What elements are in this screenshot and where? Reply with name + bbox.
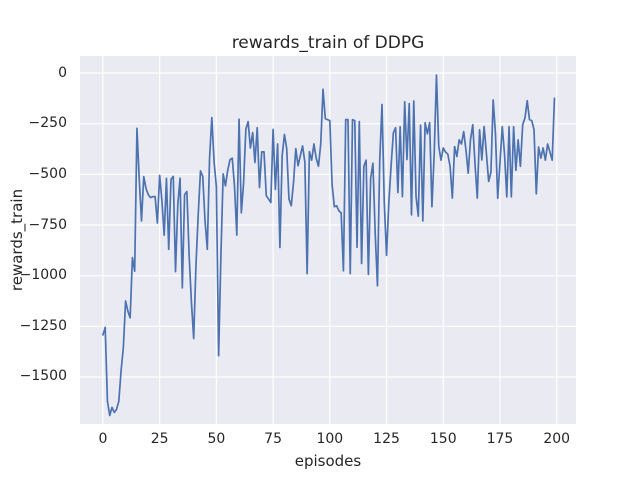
- x-tick-label: 25: [150, 431, 169, 447]
- rewards-line: [102, 74, 556, 417]
- x-tick-label: 200: [543, 431, 571, 447]
- x-tick-label: 50: [207, 431, 226, 447]
- y-tick-label: −500: [28, 165, 67, 182]
- plot-svg: [80, 56, 576, 424]
- y-tick-label: −1000: [19, 267, 67, 284]
- x-tick-label: 0: [98, 431, 108, 447]
- plot-area: [80, 56, 576, 424]
- x-tick-label: 175: [486, 431, 514, 447]
- chart-title: rewards_train of DDPG: [231, 33, 425, 53]
- y-tick-label: −1500: [19, 368, 67, 385]
- x-tick-label: 100: [316, 431, 344, 447]
- x-tick-label: 75: [264, 431, 282, 447]
- x-tick-label: 125: [373, 431, 400, 447]
- x-tick-label: 150: [429, 431, 457, 447]
- y-tick-label: −750: [28, 216, 67, 233]
- y-tick-label: −250: [28, 115, 67, 132]
- y-tick-label: 0: [58, 64, 67, 81]
- x-axis-label: episodes: [294, 452, 362, 470]
- y-tick-label: −1250: [19, 317, 67, 334]
